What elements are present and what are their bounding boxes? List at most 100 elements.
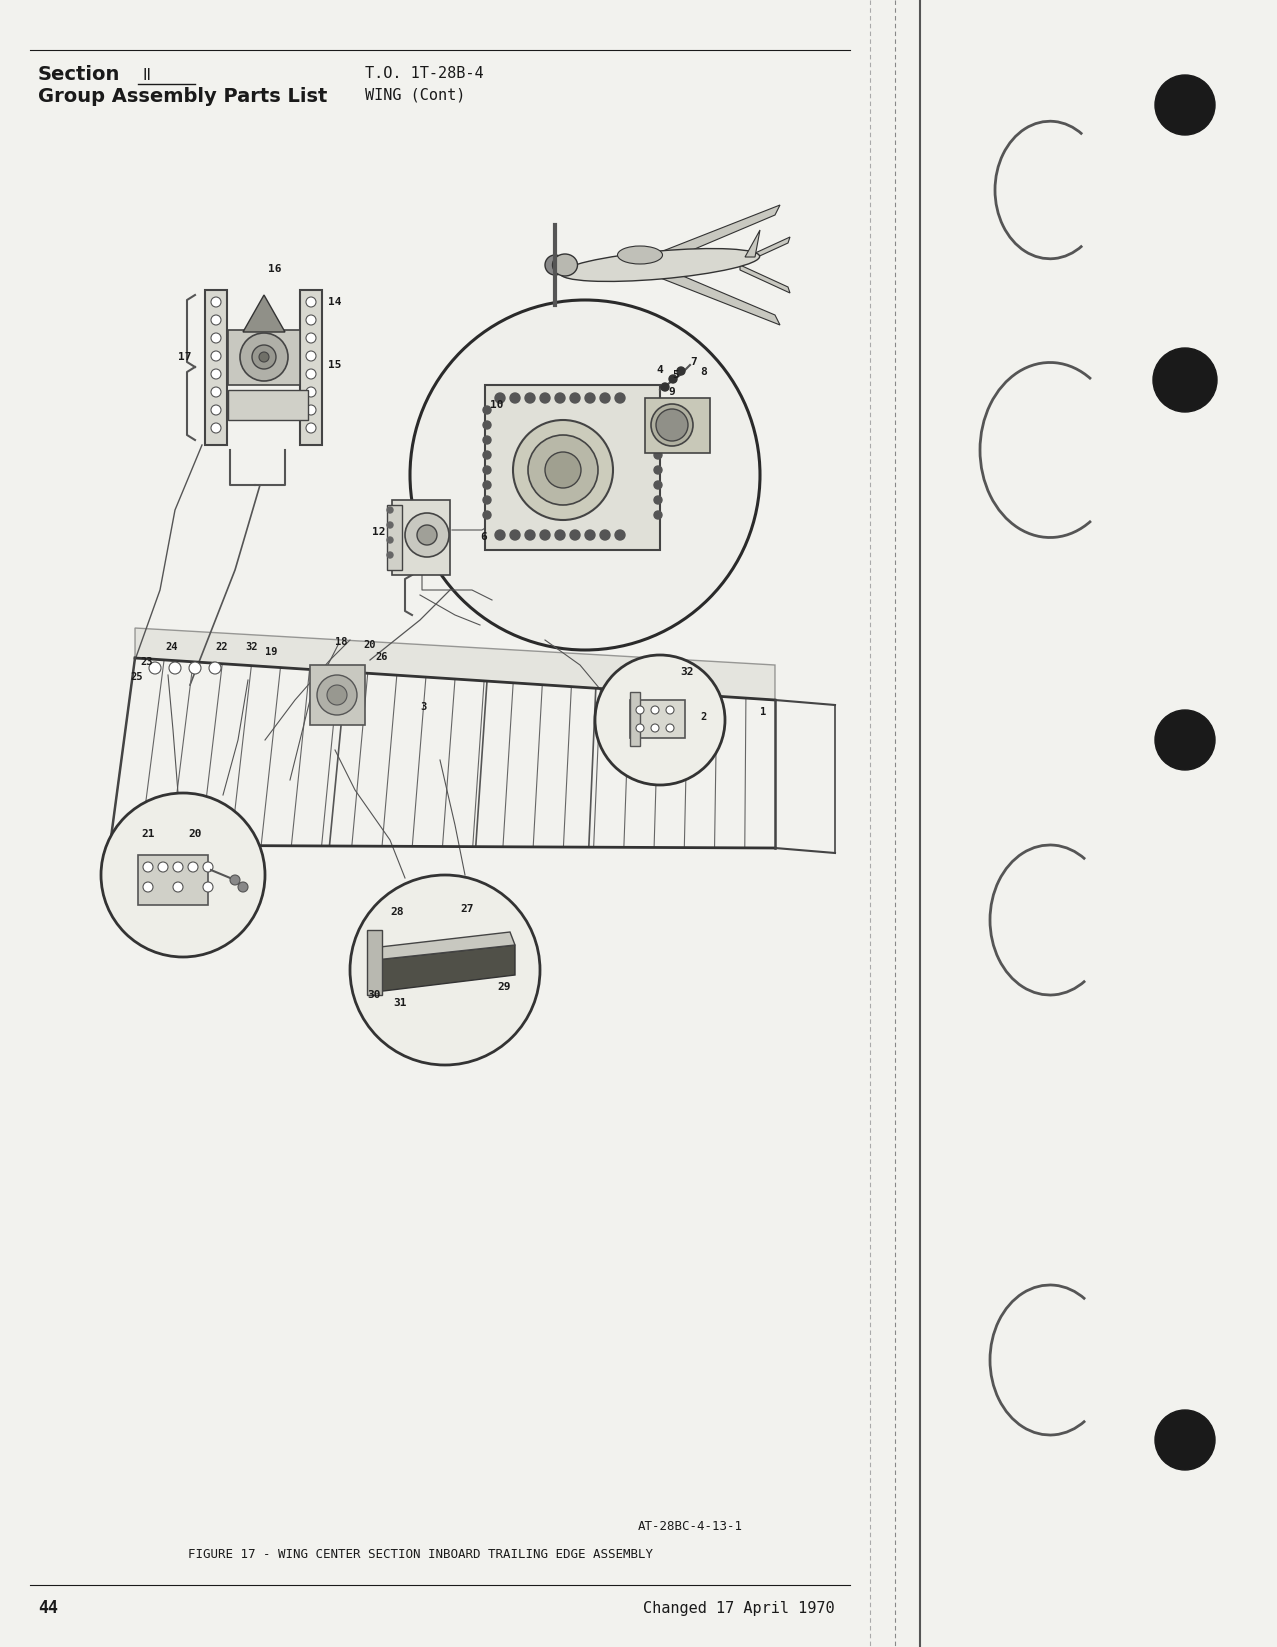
Text: 21: 21 — [140, 828, 155, 838]
Circle shape — [158, 861, 169, 871]
Circle shape — [1154, 710, 1214, 771]
Text: 16: 16 — [268, 264, 281, 273]
Circle shape — [252, 344, 276, 369]
Circle shape — [1153, 348, 1217, 412]
Circle shape — [483, 466, 490, 474]
Text: FIGURE 17 - WING CENTER SECTION INBOARD TRAILING EDGE ASSEMBLY: FIGURE 17 - WING CENTER SECTION INBOARD … — [188, 1548, 653, 1561]
Bar — [645, 399, 710, 453]
Bar — [310, 665, 365, 725]
Text: 11: 11 — [455, 497, 467, 507]
Text: 44: 44 — [38, 1599, 57, 1617]
Circle shape — [585, 530, 595, 540]
Text: 18: 18 — [335, 637, 347, 647]
Bar — [229, 329, 300, 385]
Text: Group Assembly Parts List: Group Assembly Parts List — [38, 87, 327, 105]
Text: 12: 12 — [372, 527, 386, 537]
Circle shape — [540, 530, 550, 540]
Circle shape — [483, 481, 490, 489]
Circle shape — [101, 792, 266, 957]
Circle shape — [209, 662, 221, 674]
Text: T.O. 1T-28B-4: T.O. 1T-28B-4 — [365, 66, 484, 81]
Circle shape — [188, 861, 198, 871]
Circle shape — [600, 530, 610, 540]
Circle shape — [545, 451, 581, 488]
Text: 17: 17 — [178, 352, 192, 362]
Circle shape — [654, 436, 661, 445]
Circle shape — [483, 422, 490, 428]
Circle shape — [540, 394, 550, 404]
Text: 19: 19 — [266, 647, 277, 657]
Circle shape — [545, 255, 564, 275]
Circle shape — [306, 351, 315, 361]
Circle shape — [555, 530, 564, 540]
Text: 6: 6 — [480, 532, 487, 542]
Text: 28: 28 — [389, 907, 404, 917]
Circle shape — [654, 496, 661, 504]
Circle shape — [350, 875, 540, 1066]
Circle shape — [654, 451, 661, 460]
Circle shape — [595, 656, 725, 786]
Text: 29: 29 — [497, 982, 511, 991]
Bar — [392, 501, 450, 575]
Circle shape — [636, 725, 644, 731]
Text: Section: Section — [38, 64, 120, 84]
Circle shape — [306, 387, 315, 397]
Circle shape — [513, 420, 613, 520]
Circle shape — [651, 707, 659, 715]
Text: 4: 4 — [656, 366, 663, 376]
Bar — [300, 290, 322, 445]
Circle shape — [306, 333, 315, 343]
Polygon shape — [640, 260, 780, 324]
Circle shape — [669, 376, 677, 384]
Circle shape — [483, 407, 490, 413]
Polygon shape — [135, 628, 775, 700]
Circle shape — [230, 875, 240, 884]
Circle shape — [555, 394, 564, 404]
Circle shape — [387, 552, 393, 558]
Circle shape — [1154, 1410, 1214, 1471]
Text: 30: 30 — [366, 990, 381, 1000]
Circle shape — [410, 300, 760, 651]
Circle shape — [483, 436, 490, 445]
Circle shape — [585, 394, 595, 404]
Circle shape — [483, 511, 490, 519]
Circle shape — [405, 512, 450, 557]
Circle shape — [203, 883, 213, 893]
Text: II: II — [142, 68, 151, 82]
Bar — [630, 692, 640, 746]
Polygon shape — [375, 945, 515, 991]
Text: AT-28BC-4-13-1: AT-28BC-4-13-1 — [638, 1520, 743, 1533]
Text: 32: 32 — [245, 642, 258, 652]
Bar — [138, 855, 208, 904]
Circle shape — [327, 685, 347, 705]
Circle shape — [211, 387, 221, 397]
Circle shape — [600, 394, 610, 404]
Circle shape — [656, 408, 688, 441]
Circle shape — [525, 394, 535, 404]
Circle shape — [570, 394, 580, 404]
Circle shape — [172, 861, 183, 871]
Circle shape — [654, 422, 661, 428]
Circle shape — [211, 333, 221, 343]
Circle shape — [654, 481, 661, 489]
Text: 31: 31 — [393, 998, 406, 1008]
Circle shape — [211, 315, 221, 324]
Circle shape — [387, 507, 393, 512]
Circle shape — [169, 662, 181, 674]
Circle shape — [240, 333, 289, 380]
Circle shape — [1154, 76, 1214, 135]
Circle shape — [495, 394, 504, 404]
Text: 14: 14 — [328, 296, 341, 306]
Circle shape — [143, 883, 153, 893]
Bar — [387, 506, 402, 570]
Circle shape — [525, 530, 535, 540]
Ellipse shape — [651, 404, 693, 446]
Text: 25: 25 — [130, 672, 143, 682]
Text: 26: 26 — [375, 652, 387, 662]
Ellipse shape — [561, 249, 760, 282]
Circle shape — [667, 725, 674, 731]
Text: WING (Cont): WING (Cont) — [365, 87, 465, 104]
Circle shape — [317, 675, 358, 715]
Circle shape — [189, 662, 200, 674]
Polygon shape — [640, 204, 780, 270]
